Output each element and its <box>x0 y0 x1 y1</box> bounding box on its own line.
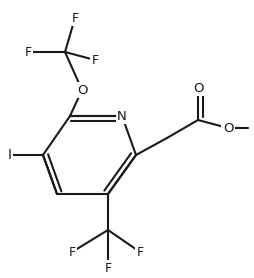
Text: O: O <box>223 121 233 135</box>
Text: F: F <box>71 11 78 24</box>
Text: F: F <box>136 245 144 259</box>
Text: F: F <box>104 262 112 274</box>
Text: O: O <box>193 81 203 95</box>
Text: O: O <box>77 83 87 96</box>
Text: F: F <box>91 53 99 66</box>
Text: I: I <box>8 148 12 162</box>
Text: F: F <box>68 245 75 259</box>
Text: F: F <box>24 46 31 58</box>
Text: N: N <box>117 110 127 123</box>
